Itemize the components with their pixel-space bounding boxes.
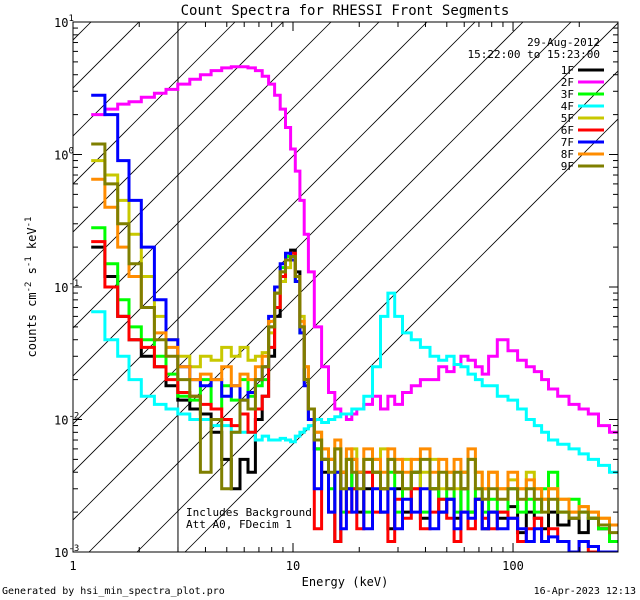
hatch-line <box>73 22 524 473</box>
y-label-exp: -2 <box>24 282 34 293</box>
series-line-2f <box>91 65 618 434</box>
y-tick-label: 101 <box>54 14 74 30</box>
x-axis-label: Energy (keV) <box>302 575 389 589</box>
y-tick-base: 10 <box>54 281 68 295</box>
hatch-line <box>73 22 284 233</box>
y-tick-label: 10-3 <box>54 544 79 560</box>
legend-label: 4F <box>561 100 574 113</box>
y-tick-base: 10 <box>54 414 68 428</box>
series-line-3f <box>91 226 618 543</box>
y-tick-exponent: 1 <box>68 14 73 24</box>
y-tick-exponent: -3 <box>68 544 79 554</box>
hatch-line <box>136 70 618 552</box>
series-line-9f <box>91 142 618 535</box>
legend-label: 7F <box>561 136 574 149</box>
x-ticks: 1 10 100 <box>69 22 619 573</box>
x-tick-label: 100 <box>502 559 524 573</box>
x-tick-label: 1 <box>69 559 76 573</box>
y-axis-label: counts cm-2 s-1 keV-1 <box>24 217 39 358</box>
y-label-exp: -1 <box>24 256 34 267</box>
x-tick-label: 10 <box>286 559 300 573</box>
hatch-line <box>73 22 572 521</box>
y-label-part: keV <box>25 227 39 256</box>
y-tick-label: 10-2 <box>54 412 79 428</box>
legend-label: 6F <box>561 124 574 137</box>
hatch-line <box>0 22 43 552</box>
y-tick-exponent: -2 <box>68 412 79 422</box>
footer-timestamp: 16-Apr-2023 12:13 <box>534 586 636 597</box>
y-tick-base: 10 <box>54 546 68 560</box>
legend-label: 1F <box>561 64 574 77</box>
date-label: 29-Aug-2012 <box>527 36 600 49</box>
y-tick-exponent: 0 <box>68 147 73 157</box>
legend-label: 8F <box>561 148 574 161</box>
hatch-region <box>0 22 618 552</box>
legend-label: 2F <box>561 76 574 89</box>
chart-title: Count Spectra for RHESSI Front Segments <box>181 3 510 19</box>
y-tick-base: 10 <box>54 149 68 163</box>
hatch-line <box>73 22 428 377</box>
hatch-line <box>73 22 236 185</box>
annotation-attenuator: Att A0, FDecim 1 <box>186 518 292 531</box>
annotation-background: Includes Background <box>186 506 312 519</box>
series-group <box>91 65 618 552</box>
hatch-line <box>73 22 476 425</box>
time-range-label: 15:22:00 to 15:23:00 <box>468 48 600 61</box>
series-line-4f <box>91 291 618 474</box>
hatch-line <box>73 22 332 281</box>
y-tick-label: 100 <box>54 147 74 163</box>
legend-label: 5F <box>561 112 574 125</box>
y-tick-label: 10-1 <box>54 279 79 295</box>
y-tick-base: 10 <box>54 16 68 30</box>
series-line-8f <box>91 177 618 527</box>
y-label-part: counts cm <box>25 292 39 357</box>
legend-label: 9F <box>561 160 574 173</box>
y-tick-exponent: -1 <box>68 279 79 289</box>
footer-generated-by: Generated by hsi_min_spectra_plot.pro <box>2 586 225 597</box>
y-label-exp: -1 <box>24 217 34 228</box>
y-label-part: s <box>25 267 39 281</box>
legend-label: 3F <box>561 88 574 101</box>
hatch-line <box>88 22 618 552</box>
hatch-line <box>184 118 618 552</box>
hatch-line <box>73 22 188 137</box>
